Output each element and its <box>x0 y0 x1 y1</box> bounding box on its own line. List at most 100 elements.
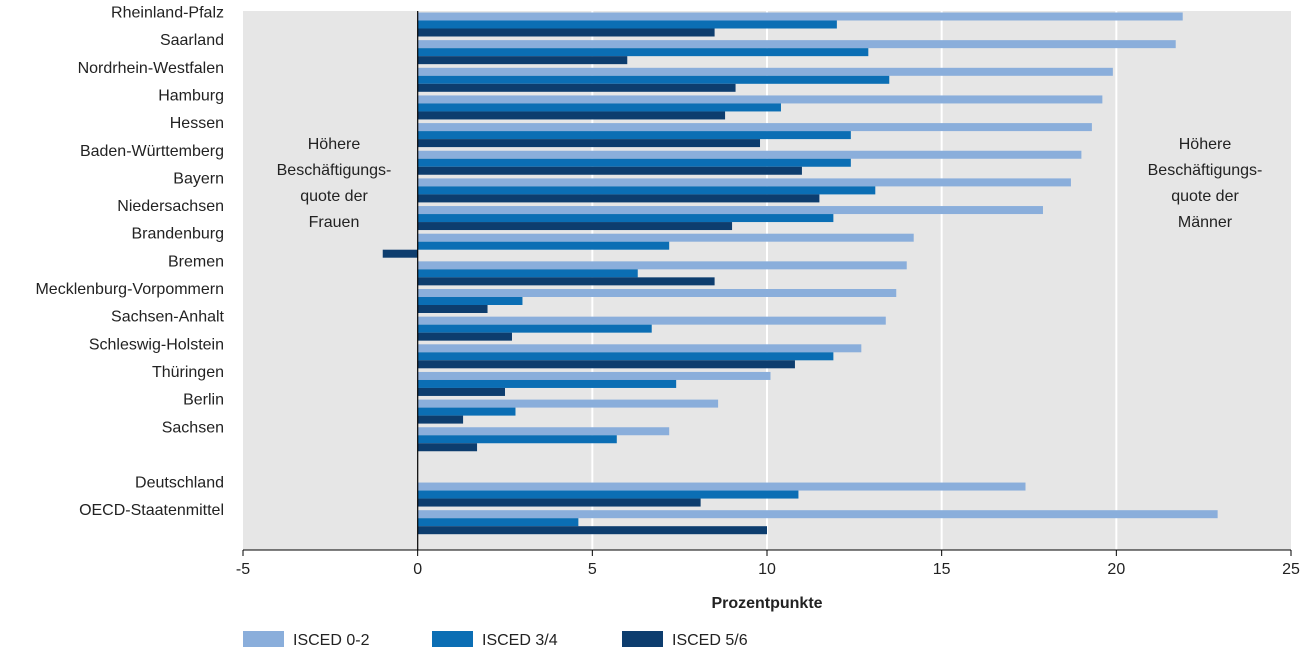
legend-label: ISCED 5/6 <box>672 632 748 649</box>
bar <box>417 277 715 286</box>
category-label: Hamburg <box>158 87 224 104</box>
bar <box>417 158 851 167</box>
bar <box>417 150 1082 159</box>
bar <box>417 111 726 120</box>
bar <box>417 443 478 452</box>
x-tick-label: 20 <box>1107 561 1125 578</box>
x-tick-label: 5 <box>588 561 597 578</box>
bar <box>417 498 701 507</box>
bar <box>417 123 1092 132</box>
legend-swatch <box>243 631 284 647</box>
bar <box>417 379 677 388</box>
bar <box>417 482 1026 491</box>
annotation-right: Höhere Beschäftigungs-quote der Männer <box>1148 136 1263 231</box>
bar <box>417 297 523 305</box>
bar <box>417 387 505 396</box>
x-tick-label: -5 <box>236 561 250 578</box>
bars-group <box>382 12 1218 535</box>
category-label: Baden-Württemberg <box>80 143 224 160</box>
x-tick-label: 0 <box>413 561 422 578</box>
category-label: Bremen <box>168 253 224 270</box>
legend: ISCED 0-2 ISCED 3/4 ISCED 5/6 <box>243 631 748 649</box>
category-label: Sachsen <box>162 419 224 436</box>
bar <box>417 131 851 140</box>
bar <box>417 139 761 148</box>
category-label: Schleswig-Holstein <box>89 336 224 353</box>
bar <box>417 360 795 369</box>
bar <box>417 40 1176 49</box>
category-label: Saarland <box>160 32 224 49</box>
x-axis-title: Prozentpunkte <box>711 595 822 612</box>
annotation-line: quote der <box>300 188 368 205</box>
bar <box>417 269 638 278</box>
legend-swatch <box>432 631 473 647</box>
category-label: Brandenburg <box>131 226 224 243</box>
annotation-line: Männer <box>1178 214 1233 231</box>
bar <box>417 316 886 325</box>
bar <box>417 75 890 84</box>
legend-label: ISCED 0-2 <box>293 632 370 649</box>
annotation-left: Höhere Beschäftigungs-quote der Frauen <box>277 136 392 231</box>
category-label: Niedersachsen <box>117 198 224 215</box>
bar <box>417 427 670 436</box>
x-axis-ticks: -5 0 5 10 15 20 25 <box>236 550 1300 578</box>
bar <box>417 67 1113 76</box>
bar <box>417 289 897 297</box>
annotation-line: quote der <box>1171 188 1239 205</box>
bar <box>417 305 488 313</box>
bar <box>417 526 767 535</box>
bar <box>417 407 516 416</box>
category-label: OECD-Staatenmittel <box>79 502 224 519</box>
bar <box>417 194 820 203</box>
bar <box>417 344 862 353</box>
bar <box>417 510 1218 519</box>
legend-label: ISCED 3/4 <box>482 632 558 649</box>
bar <box>417 241 670 250</box>
annotation-line: Frauen <box>309 214 360 231</box>
bar <box>382 249 418 258</box>
bar <box>417 214 834 223</box>
bar <box>417 28 715 37</box>
category-label: Hessen <box>170 115 224 132</box>
bar <box>417 518 579 527</box>
annotation-line: Höhere <box>1179 136 1232 153</box>
category-label: Sachsen-Anhalt <box>111 309 225 326</box>
category-label: Nordrhein-Westfalen <box>78 60 224 77</box>
category-label: Deutschland <box>135 475 224 492</box>
bar <box>417 435 617 444</box>
category-label: Bayern <box>173 170 224 187</box>
category-label: Rheinland-Pfalz <box>111 5 224 22</box>
bar <box>417 178 1071 187</box>
category-label: Mecklenburg-Vorpommern <box>35 281 224 298</box>
bar <box>417 83 736 92</box>
bar <box>417 48 869 57</box>
annotation-line: Beschäftigungs- <box>1148 162 1263 179</box>
bar <box>417 222 733 231</box>
bar <box>417 103 781 112</box>
bar <box>417 12 1183 21</box>
x-tick-label: 25 <box>1282 561 1300 578</box>
bar <box>417 261 907 270</box>
bar <box>417 56 628 65</box>
bar <box>417 352 834 361</box>
annotation-line: Beschäftigungs- <box>277 162 392 179</box>
annotation-line: Höhere <box>308 136 361 153</box>
bar <box>417 415 464 424</box>
bar <box>417 166 802 175</box>
bar <box>417 324 652 333</box>
bar <box>417 371 771 380</box>
x-tick-label: 10 <box>758 561 776 578</box>
bar <box>417 186 876 195</box>
legend-swatch <box>622 631 663 647</box>
bar <box>417 206 1043 215</box>
bar <box>417 490 799 499</box>
bar <box>417 399 719 408</box>
bar <box>417 233 914 242</box>
bar <box>417 332 512 341</box>
bar <box>417 20 837 29</box>
category-labels: Rheinland-Pfalz Saarland Nordrhein-Westfal… <box>35 5 224 520</box>
category-label: Thüringen <box>152 364 224 381</box>
bar <box>417 95 1103 104</box>
category-label: Berlin <box>183 392 224 409</box>
